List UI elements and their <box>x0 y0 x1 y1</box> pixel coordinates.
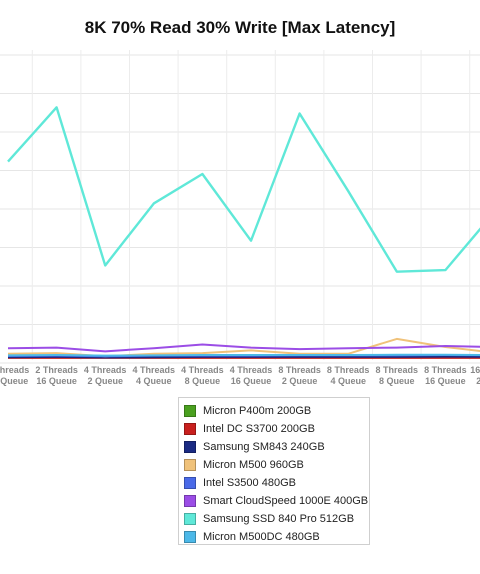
series-line-smart-cloudspeed-1000e-400gb <box>7 343 480 353</box>
chart-legend: Micron P400m 200GB Intel DC S3700 200GB Sa… <box>178 397 370 545</box>
legend-swatch <box>184 531 196 543</box>
series-lines <box>7 106 480 359</box>
x-tick-label: 2 Threads <box>35 365 78 375</box>
legend-swatch <box>184 459 196 471</box>
x-tick-label: 16 Threads <box>470 365 480 375</box>
series-line-samsung-sm843-240gb <box>7 355 480 359</box>
x-tick-label: 4 Queue <box>136 376 172 386</box>
x-tick-label: 4 Threads <box>84 365 127 375</box>
legend-swatch <box>184 513 196 525</box>
x-tick-label: 8 Threads <box>424 365 467 375</box>
legend-label: Smart CloudSpeed 1000E 400GB <box>203 495 369 507</box>
x-tick-label: 16 Queue <box>36 376 77 386</box>
legend-swatch <box>184 477 196 489</box>
legend-item[interactable]: Micron P400m 200GB <box>179 402 369 420</box>
legend-label: Samsung SSD 840 Pro 512GB <box>203 513 355 525</box>
legend-swatch <box>184 441 196 453</box>
legend-swatch <box>184 495 196 507</box>
legend-label: Samsung SM843 240GB <box>203 441 325 453</box>
x-tick-label: 16 Queue <box>425 376 466 386</box>
grid-lines <box>0 50 480 364</box>
x-tick-label: 1 Threads <box>0 365 29 375</box>
x-tick-label: 2 Queue <box>87 376 123 386</box>
legend-item[interactable]: Smart CloudSpeed 1000E 400GB <box>179 492 369 510</box>
legend-label: Micron P400m 200GB <box>203 405 312 417</box>
x-tick-label: 4 Threads <box>133 365 176 375</box>
x-tick-label: 4 Threads <box>181 365 224 375</box>
x-tick-label: 2 Queue <box>476 376 480 386</box>
x-tick-label: 8 Threads <box>278 365 321 375</box>
x-tick-label: 8 Threads <box>327 365 370 375</box>
legend-swatch <box>184 423 196 435</box>
x-tick-label: 8 Queue <box>185 376 221 386</box>
legend-swatch <box>184 405 196 417</box>
legend-item[interactable]: Micron M500 960GB <box>179 456 369 474</box>
legend-item[interactable]: Samsung SM843 240GB <box>179 438 369 456</box>
chart-title: 8K 70% Read 30% Write [Max Latency] <box>84 18 396 37</box>
series-line-samsung-ssd-840-pro-512gb <box>7 106 480 273</box>
x-tick-label: 8 Queue <box>379 376 415 386</box>
x-tick-label: 4 Queue <box>330 376 366 386</box>
legend-label: Intel S3500 480GB <box>203 477 296 489</box>
legend-label: Micron M500DC 480GB <box>203 531 320 543</box>
x-tick-label: 8 Threads <box>376 365 419 375</box>
legend-item[interactable]: Micron M500DC 480GB <box>179 528 369 546</box>
legend-item[interactable]: Samsung SSD 840 Pro 512GB <box>179 510 369 528</box>
legend-item[interactable]: Intel S3500 480GB <box>179 474 369 492</box>
legend-label: Intel DC S3700 200GB <box>203 423 315 435</box>
x-tick-label: 4 Threads <box>230 365 273 375</box>
legend-item[interactable]: Intel DC S3700 200GB <box>179 420 369 438</box>
series-line-micron-m500dc-480gb <box>7 353 480 357</box>
x-tick-label: 16 Queue <box>0 376 28 386</box>
x-tick-label: 16 Queue <box>231 376 272 386</box>
x-tick-label: 2 Queue <box>282 376 318 386</box>
legend-label: Micron M500 960GB <box>203 459 304 471</box>
